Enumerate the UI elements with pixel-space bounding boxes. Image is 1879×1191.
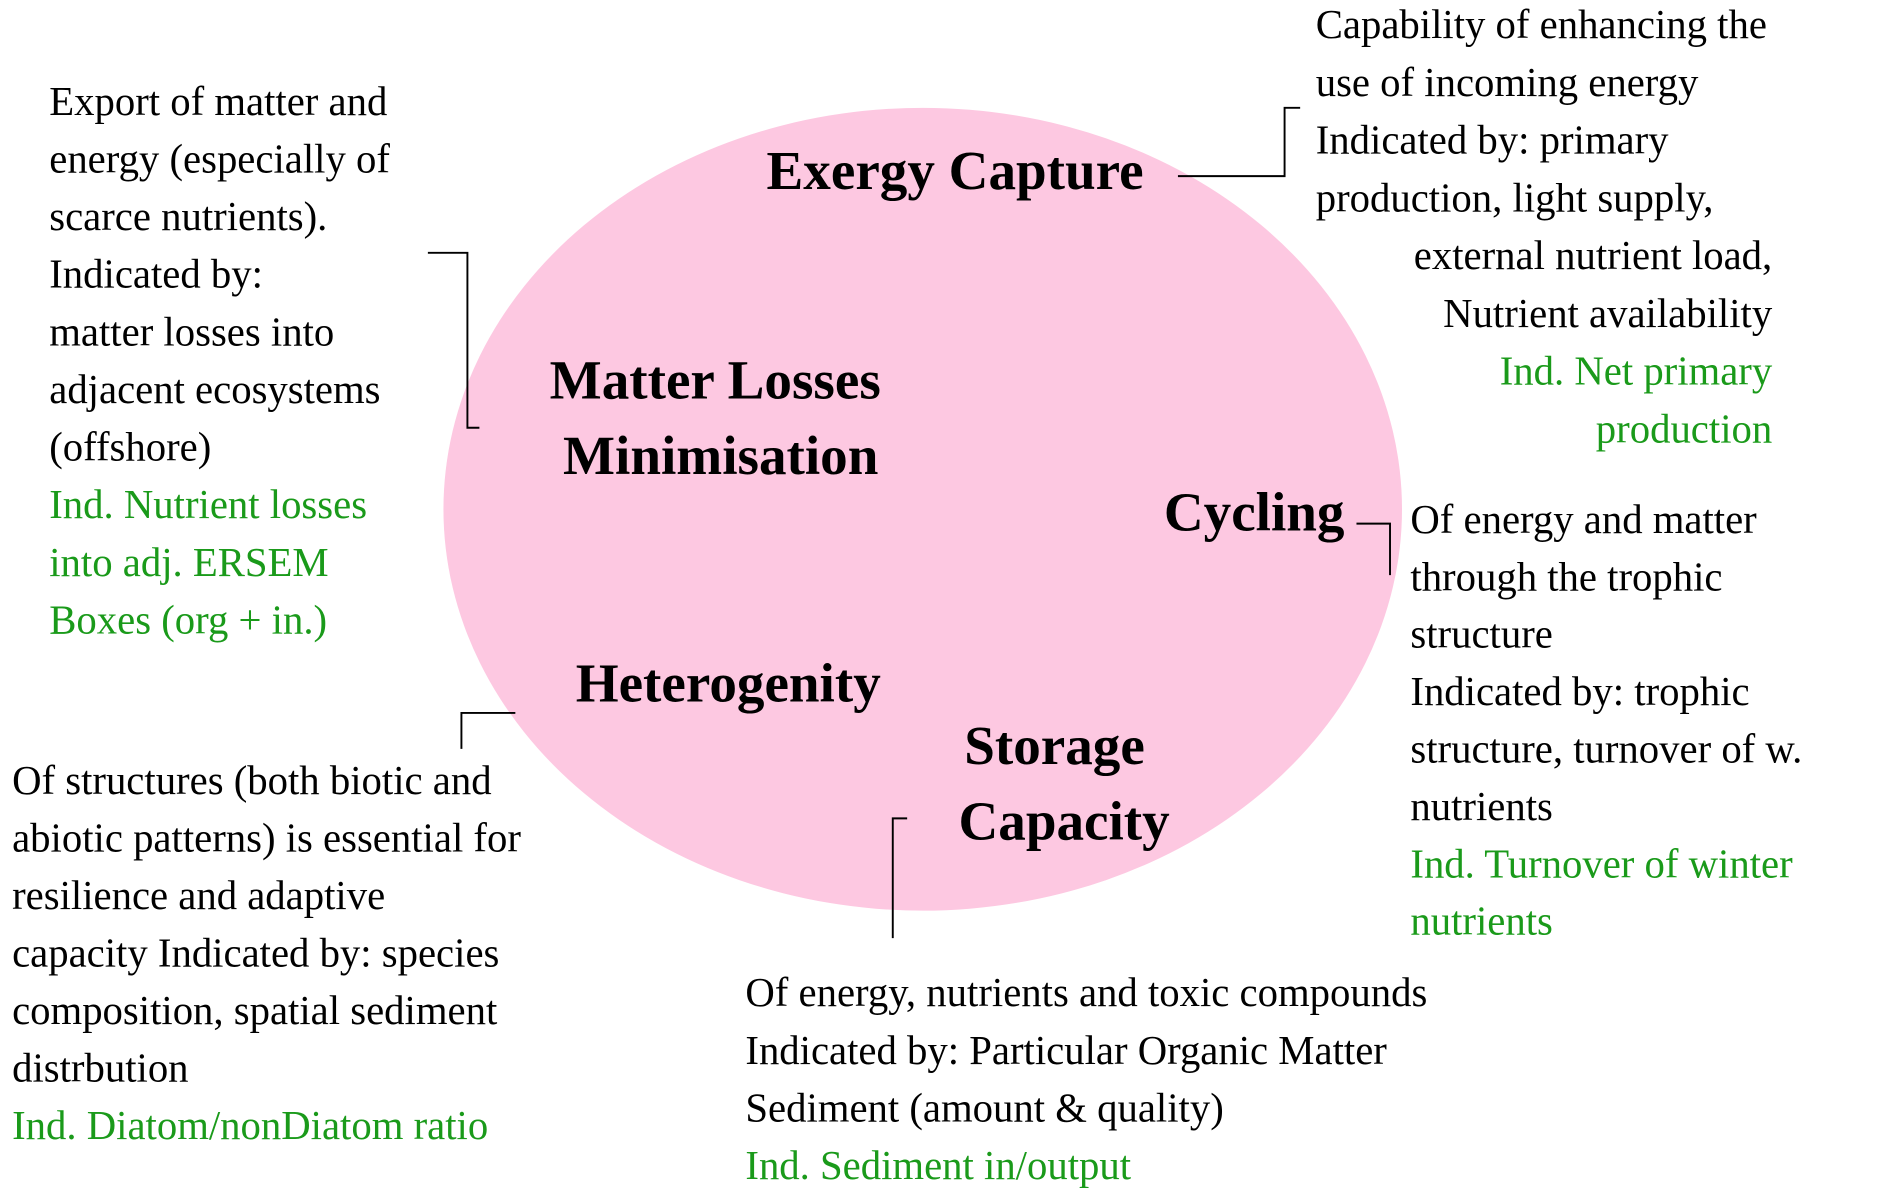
- description-line: adjacent ecosystems: [49, 367, 380, 412]
- connector: [427, 251, 480, 429]
- indicator-line: Boxes (org + in.): [49, 597, 327, 642]
- description-line: scarce nutrients).: [49, 194, 327, 239]
- description-line: Indicated by:: [49, 252, 263, 297]
- indicator-line: Ind. Net primary: [1500, 349, 1773, 394]
- description-line: abiotic patterns) is essential for: [12, 816, 521, 861]
- connector: [891, 817, 908, 939]
- description-line: (offshore): [49, 425, 211, 470]
- node-label: Capacity: [958, 790, 1170, 851]
- description-line: capacity Indicated by: species: [12, 931, 499, 976]
- description-line: structure, turnover of w.: [1410, 727, 1802, 772]
- connector: [1356, 522, 1391, 576]
- description-line: Export of matter and: [49, 79, 387, 124]
- description-line: Sediment (amount & quality): [745, 1085, 1223, 1130]
- description-line: structure: [1410, 612, 1552, 657]
- description-line: production, light supply,: [1316, 175, 1714, 220]
- description-line: resilience and adaptive: [12, 873, 385, 918]
- description-line: through the trophic: [1410, 554, 1722, 599]
- description-line: composition, spatial sediment: [12, 988, 498, 1033]
- description-line: distrbution: [12, 1046, 188, 1091]
- description-line: Indicated by: Particular Organic Matter: [745, 1028, 1387, 1073]
- description-line: Indicated by: primary: [1316, 118, 1669, 163]
- description-line: Nutrient availability: [1443, 291, 1773, 336]
- indicator-line: Ind. Turnover of winter: [1410, 841, 1793, 886]
- description-line: energy (especially of: [49, 136, 390, 181]
- node-label: Heterogenity: [576, 653, 881, 714]
- description-line: nutrients: [1410, 784, 1553, 829]
- indicator-line: nutrients: [1410, 899, 1553, 944]
- node-label: Cycling: [1164, 481, 1345, 542]
- indicator-line: production: [1596, 406, 1772, 451]
- connector: [1177, 106, 1301, 178]
- connector: [460, 711, 516, 749]
- description-line: matter losses into: [49, 309, 334, 354]
- node-label: Minimisation: [563, 425, 878, 486]
- node-label: Storage: [964, 715, 1145, 776]
- description-line: use of incoming energy: [1316, 60, 1699, 105]
- indicator-line: Ind. Nutrient losses: [49, 482, 367, 527]
- indicator-line: Ind. Sediment in/output: [745, 1143, 1131, 1188]
- description-line: Of energy, nutrients and toxic compounds: [745, 970, 1427, 1015]
- description-line: Of structures (both biotic and: [12, 758, 491, 803]
- description-line: Of energy and matter: [1410, 497, 1757, 542]
- indicator-line: Ind. Diatom/nonDiatom ratio: [12, 1103, 488, 1148]
- ellipse: [443, 107, 1403, 911]
- node-label: Exergy Capture: [767, 140, 1144, 201]
- description-line: Capability of enhancing the: [1316, 2, 1767, 47]
- indicator-line: into adj. ERSEM: [49, 540, 328, 585]
- description-line: Indicated by: trophic: [1410, 669, 1749, 714]
- node-label: Matter Losses: [550, 349, 881, 410]
- description-line: external nutrient load,: [1414, 233, 1772, 278]
